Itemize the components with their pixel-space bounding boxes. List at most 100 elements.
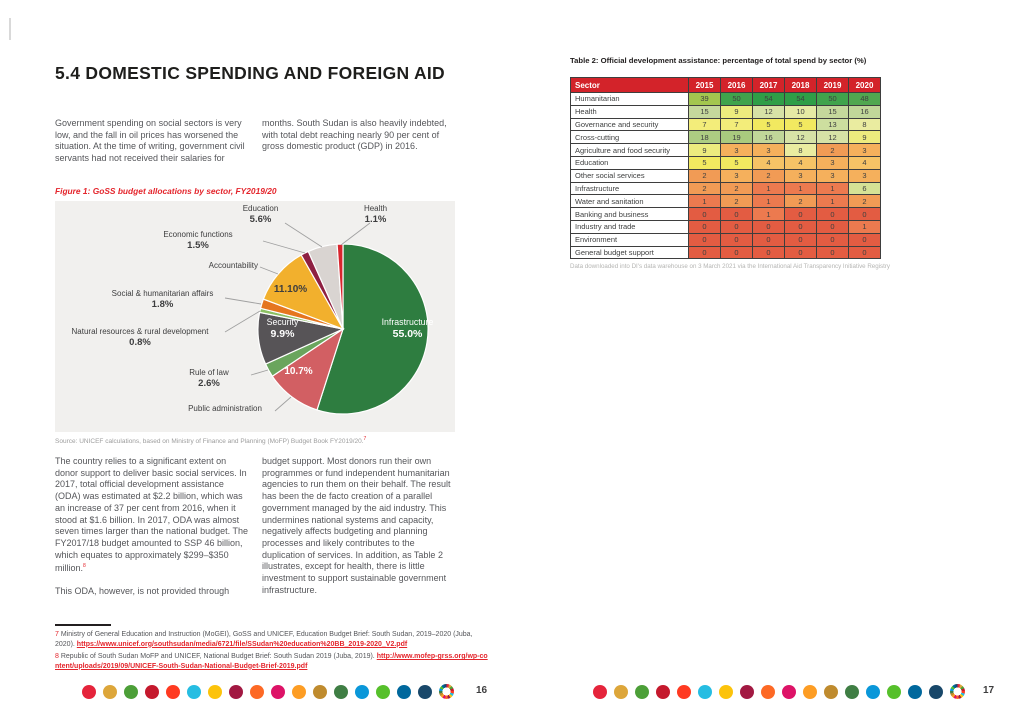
table-row-label: Infrastructure — [571, 182, 689, 196]
pie-leader-line — [274, 396, 292, 412]
table-row-label: Education — [571, 156, 689, 170]
table-cell: 2 — [689, 169, 721, 183]
pie-label-health: Health 1.1% — [338, 204, 413, 225]
page-number-right: 17 — [983, 685, 995, 696]
intro-paragraph-col2: months. South Sudan is also heavily inde… — [262, 118, 447, 152]
table-cell: 3 — [849, 144, 881, 157]
page-edge-artifact — [9, 18, 11, 40]
table-cell: 4 — [785, 156, 817, 170]
sdg-dot — [103, 684, 117, 699]
footnote-text: Republic of South Sudan MoFP and UNICEF,… — [58, 653, 377, 660]
table-cell: 50 — [817, 93, 849, 106]
table-header-2019: 2019 — [817, 78, 849, 93]
pie-label-economic-functions: Economic functions 1.5% — [133, 230, 263, 251]
pie-leader-line — [259, 266, 279, 275]
table-row-label: General budget support — [571, 246, 689, 260]
table-cell: 3 — [721, 169, 753, 183]
sdg-dots-footer-right — [593, 684, 965, 699]
table-cell: 1 — [785, 182, 817, 196]
table-cell: 9 — [721, 105, 753, 119]
pie-label-text: Public administration — [188, 404, 262, 413]
sdg-dot — [313, 684, 327, 699]
table-cell: 3 — [817, 169, 849, 183]
table-row-label: Water and sanitation — [571, 195, 689, 209]
sdg-dot — [124, 684, 138, 699]
chart-source-text: Source: UNICEF calculations, based on Mi… — [55, 438, 364, 446]
pie-label-text: Health — [363, 204, 388, 213]
table-cell: 3 — [785, 169, 817, 183]
table-cell: 2 — [721, 182, 753, 196]
table-header-2017: 2017 — [753, 78, 785, 93]
table-cell: 1 — [817, 195, 849, 209]
table-row-label: Governance and security — [571, 118, 689, 132]
sdg-dot — [397, 684, 411, 699]
table-cell: 0 — [817, 246, 849, 260]
table-cell: 0 — [689, 246, 721, 260]
pie-label-pct: 55.0% — [392, 328, 423, 340]
table-cell: 16 — [753, 131, 785, 145]
pie-label-pct: 1.5% — [187, 239, 209, 251]
table-cell: 8 — [849, 118, 881, 132]
pie-label-text: Natural resources & rural development — [71, 327, 209, 336]
table-cell: 54 — [753, 93, 785, 106]
sdg-wheel-icon — [950, 684, 965, 699]
sdg-dot — [334, 684, 348, 699]
table-header-2020: 2020 — [849, 78, 881, 93]
pie-label-text: Accountability — [208, 261, 258, 270]
chart-source: Source: UNICEF calculations, based on Mi… — [55, 436, 475, 445]
pie-label-text: Social & humanitarian affairs — [111, 289, 214, 298]
table-cell: 10 — [785, 105, 817, 119]
sdg-dot — [250, 684, 264, 699]
table-cell: 2 — [689, 182, 721, 196]
table-cell: 0 — [817, 220, 849, 234]
pie-label-pct: 1.8% — [151, 298, 174, 310]
budget-pie-chart: Education 5.6% Health 1.1% Economic func… — [55, 201, 455, 432]
table-cell: 0 — [689, 208, 721, 221]
sdg-dot — [824, 684, 838, 699]
table-cell: 1 — [689, 195, 721, 209]
table-row-label: Other social services — [571, 169, 689, 183]
table-cell: 1 — [753, 182, 785, 196]
footnote-number: 7 — [55, 631, 59, 638]
intro-paragraph-col1: Government spending on social sectors is… — [55, 118, 245, 164]
table-cell: 0 — [753, 233, 785, 247]
sdg-dot — [229, 684, 243, 699]
pie-label-text: Economic functions — [163, 230, 233, 239]
sdg-dot — [698, 684, 712, 699]
table-cell: 1 — [753, 208, 785, 221]
table-cell: 2 — [753, 169, 785, 183]
sdg-dot — [292, 684, 306, 699]
pie-label-pct: 5.6% — [249, 213, 272, 225]
footnote-link[interactable]: https://www.unicef.org/southsudan/media/… — [76, 640, 408, 648]
table-row-label: Agriculture and food security — [571, 144, 689, 157]
pie-label-natural-resources: Natural resources & rural development 0.… — [55, 327, 225, 348]
table-cell: 3 — [817, 156, 849, 170]
table-row-label: Banking and business — [571, 208, 689, 221]
table-cell: 3 — [721, 144, 753, 157]
table-cell: 0 — [849, 246, 881, 260]
sdg-dot — [761, 684, 775, 699]
page-title: 5.4 DOMESTIC SPENDING AND FOREIGN AID — [55, 63, 445, 83]
pie-label-text: Infrastructure — [381, 317, 434, 327]
table-row-label: Health — [571, 105, 689, 119]
footnote-ref-8: 8 — [83, 563, 86, 570]
table-cell: 2 — [849, 195, 881, 209]
figure-caption: Figure 1: GoSS budget allocations by sec… — [55, 186, 277, 196]
oda-heatmap-table: Sector 2015 2016 2017 2018 2019 2020 Humanitari… — [570, 77, 881, 260]
footnote-link[interactable]: http://www.mofep-grss.org/wp-content/upl… — [55, 653, 488, 670]
table-cell: 15 — [817, 105, 849, 119]
body-paragraph-col1: The country relies to a significant exte… — [55, 456, 251, 598]
table-row-label: Humanitarian — [571, 93, 689, 106]
sdg-dot — [145, 684, 159, 699]
table-cell: 54 — [785, 93, 817, 106]
sdg-dot — [355, 684, 369, 699]
footnote-number: 8 — [55, 653, 59, 660]
sdg-dot — [677, 684, 691, 699]
pie-inside-label-security: Security 9.9% — [245, 316, 320, 340]
sdg-dot — [635, 684, 649, 699]
table-cell: 48 — [849, 93, 881, 106]
pie-label-pct: 2.6% — [198, 377, 220, 389]
table-cell: 0 — [721, 246, 753, 260]
table-cell: 12 — [817, 131, 849, 145]
sdg-dot — [418, 684, 432, 699]
